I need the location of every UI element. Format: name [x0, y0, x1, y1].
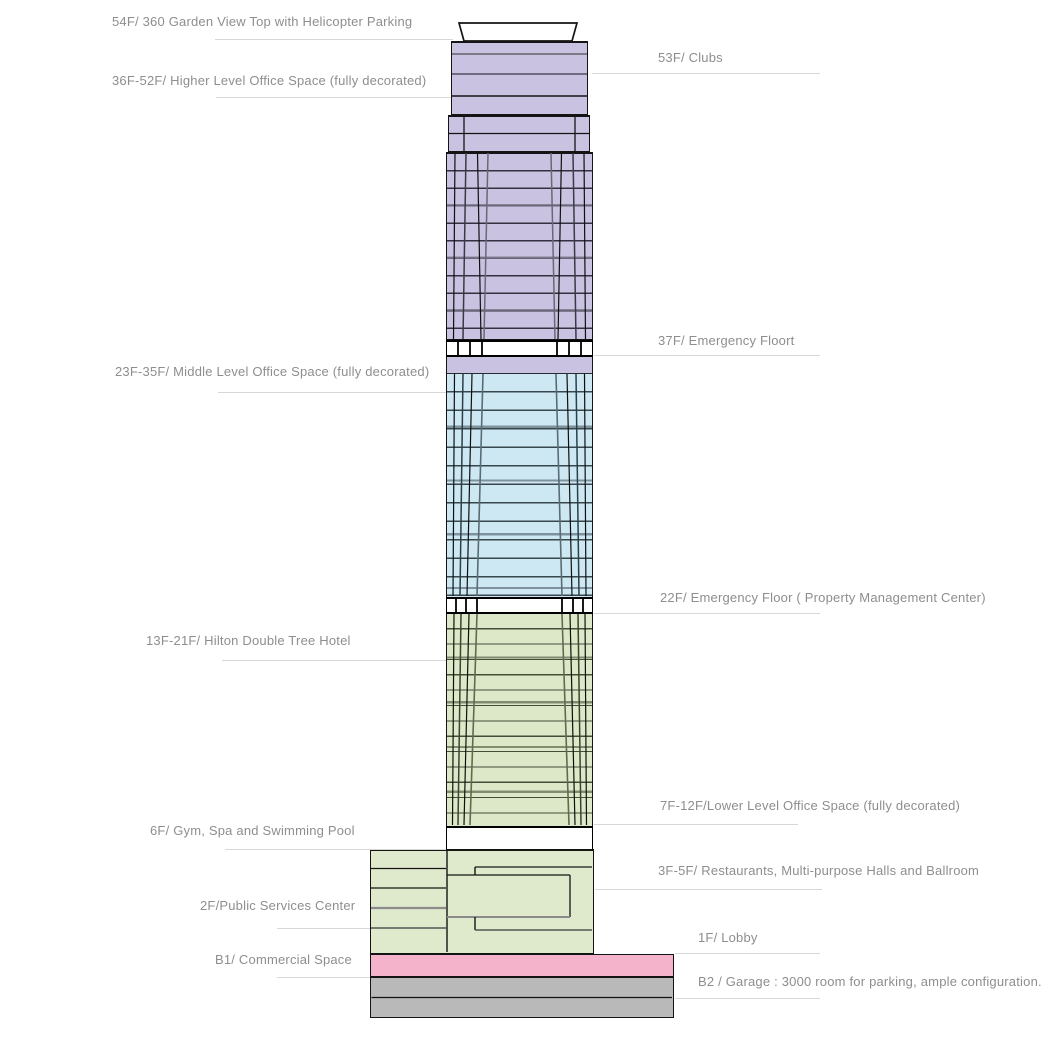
section-36f [446, 357, 593, 374]
leader-line [675, 998, 820, 999]
leader-line [277, 977, 370, 978]
label-22f-emergency: 22F/ Emergency Floor ( Property Manageme… [660, 590, 986, 605]
label-1f-lobby: 1F/ Lobby [698, 930, 758, 945]
label-2f-public-services: 2F/Public Services Center [200, 898, 356, 913]
leader-line [218, 392, 446, 393]
section-b1-commercial [370, 953, 674, 977]
label-13f-21f-hotel: 13F-21F/ Hilton Double Tree Hotel [146, 633, 351, 648]
section-22f-emergency-floor [446, 597, 593, 614]
section-6f-gym-spa-pool [446, 826, 593, 849]
leader-line [222, 660, 446, 661]
section-b2-garage [370, 976, 674, 1018]
leader-line [225, 849, 446, 850]
leader-line [594, 355, 820, 356]
leader-line [594, 824, 798, 825]
section-middle-offices [446, 373, 593, 597]
leader-line [215, 39, 453, 40]
leader-line [675, 953, 820, 954]
label-6f-gym-spa-pool: 6F/ Gym, Spa and Swimming Pool [150, 823, 355, 838]
section-hotel-and-lower-offices [446, 614, 593, 826]
helipad-shape [457, 22, 579, 42]
section-53f-clubs [451, 41, 588, 115]
label-37f-emergency: 37F/ Emergency Floort [658, 333, 795, 348]
leader-line [216, 97, 451, 98]
section-crown-step [448, 115, 590, 152]
leader-line [592, 73, 820, 74]
leader-line [594, 613, 820, 614]
label-b1-commercial: B1/ Commercial Space [215, 952, 352, 967]
label-7f-12f-offices: 7F-12F/Lower Level Office Space (fully d… [660, 798, 961, 813]
leader-line [277, 928, 370, 929]
section-37f-emergency-floor [446, 340, 593, 357]
label-b2-garage: B2 / Garage : 3000 room for parking, amp… [698, 974, 1042, 989]
label-36f-52f-offices: 36F-52F/ Higher Level Office Space (full… [112, 73, 427, 88]
label-53f-clubs: 53F/ Clubs [658, 50, 723, 65]
label-3f-5f-restaurants: 3F-5F/ Restaurants, Multi-purpose Halls … [658, 863, 980, 878]
section-podium [370, 848, 594, 954]
label-54f-garden-view: 54F/ 360 Garden View Top with Helicopter… [112, 14, 413, 29]
leader-line [595, 889, 822, 890]
label-23f-35f-offices: 23F-35F/ Middle Level Office Space (full… [115, 364, 430, 379]
section-higher-offices [446, 152, 593, 340]
